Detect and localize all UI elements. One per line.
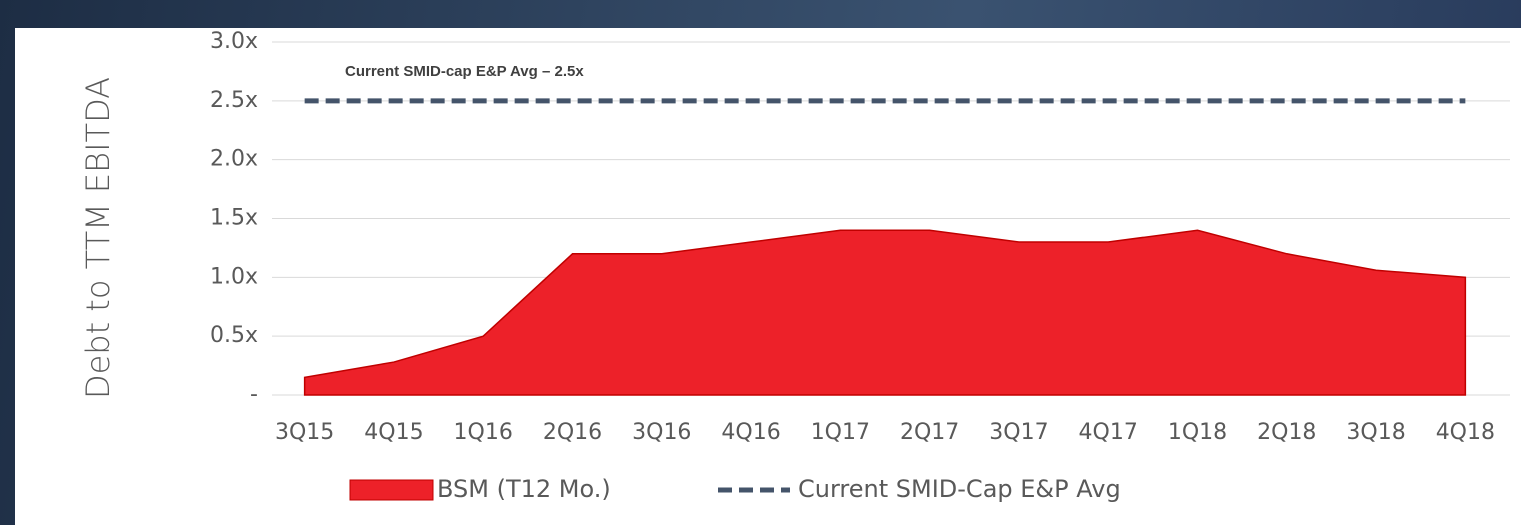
legend-label: Current SMID-Cap E&P Avg — [798, 475, 1121, 503]
x-tick-label: 4Q15 — [364, 420, 423, 445]
legend-label: BSM (T12 Mo.) — [437, 475, 611, 503]
y-tick-label: 2.0x — [210, 147, 258, 172]
x-tick-label: 1Q17 — [811, 420, 870, 445]
y-tick-label: 2.5x — [210, 88, 258, 113]
y-axis-label: Debt to TTM EBITDA — [79, 77, 117, 399]
x-tick-label: 1Q16 — [454, 420, 513, 445]
y-tick-label: 0.5x — [210, 323, 258, 348]
x-tick-label: 1Q18 — [1168, 420, 1227, 445]
y-tick-label: 3.0x — [210, 29, 258, 54]
y-tick-label: 1.5x — [210, 206, 258, 231]
y-tick-label: - — [250, 382, 258, 407]
x-tick-label: 3Q18 — [1346, 420, 1405, 445]
annotation: Current SMID-cap E&P Avg – 2.5x — [345, 63, 584, 80]
legend-swatch — [349, 479, 434, 501]
x-tick-label: 4Q16 — [721, 420, 780, 445]
area — [303, 229, 1467, 396]
x-tick-label: 3Q17 — [989, 420, 1048, 445]
x-tick-label: 2Q18 — [1257, 420, 1316, 445]
x-tick-label: 2Q16 — [543, 420, 602, 445]
y-tick-label: 1.0x — [210, 264, 258, 289]
x-tick-label: 4Q17 — [1079, 420, 1138, 445]
x-tick-label: 4Q18 — [1436, 420, 1495, 445]
x-tick-label: 2Q17 — [900, 420, 959, 445]
x-tick-label: 3Q16 — [632, 420, 691, 445]
x-tick-label: 3Q15 — [275, 420, 334, 445]
